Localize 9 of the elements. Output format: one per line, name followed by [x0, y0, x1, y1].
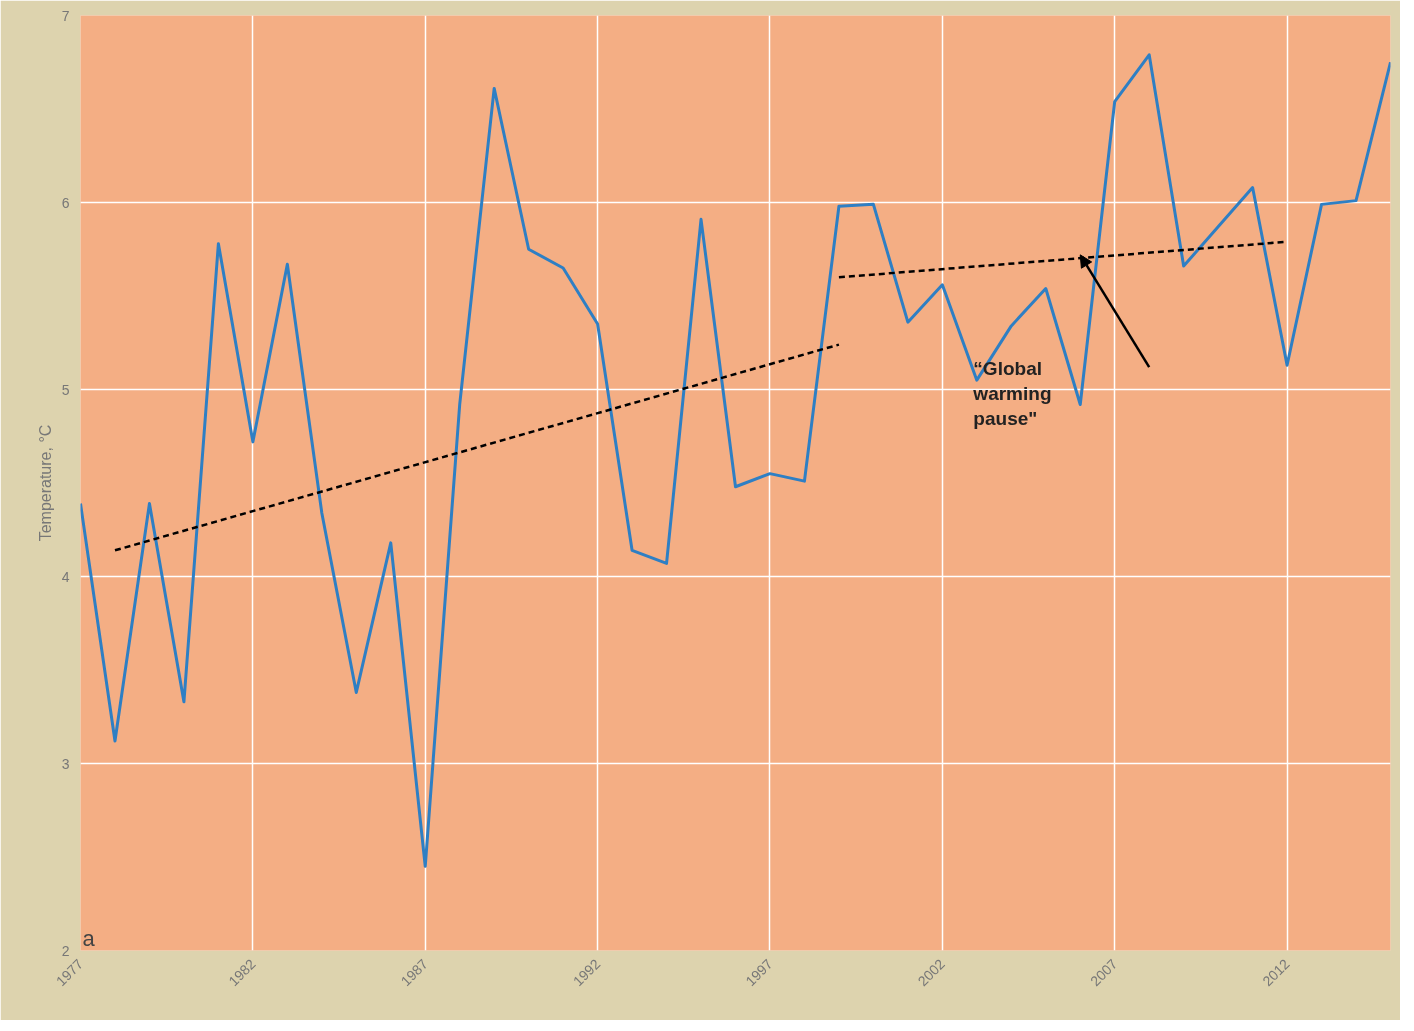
y-tick-label: 5 — [61, 381, 70, 398]
y-tick-label: 4 — [61, 568, 70, 585]
y-tick-label: 3 — [61, 755, 70, 772]
annotation: a — [82, 925, 96, 951]
y-tick-label: 6 — [61, 194, 70, 211]
y-tick-label: 7 — [61, 7, 70, 24]
y-tick-label: 2 — [61, 942, 70, 959]
line-series — [80, 53, 1391, 868]
y-axis-title: Temperature, °C — [36, 424, 54, 542]
